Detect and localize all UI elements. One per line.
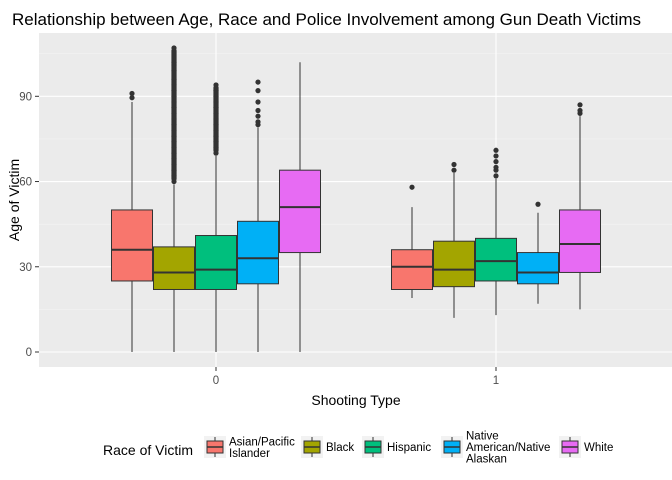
boxplot-group bbox=[433, 161, 475, 318]
box-layer bbox=[111, 45, 601, 352]
legend: Race of Victim Asian/Pacific Islander Blac… bbox=[103, 431, 613, 466]
y-tick-label: 90 bbox=[19, 91, 32, 103]
outlier-point bbox=[255, 107, 261, 114]
legend-label-line: Native bbox=[466, 431, 499, 443]
outlier-point bbox=[493, 153, 499, 159]
y-tick-label: 60 bbox=[19, 177, 32, 189]
box-body bbox=[237, 220, 279, 285]
outlier-point bbox=[451, 167, 457, 173]
outlier-band bbox=[213, 84, 219, 154]
legend-entry: Asian/Pacific Islander bbox=[204, 436, 295, 460]
chart-title: Relationship between Age, Race and Polic… bbox=[12, 10, 641, 29]
outlier-point bbox=[493, 147, 499, 153]
outlier-point bbox=[493, 159, 499, 165]
box-body bbox=[517, 252, 559, 285]
legend-label-line: Asian/Pacific bbox=[229, 436, 295, 448]
y-tick-label: 0 bbox=[26, 347, 32, 359]
legend-label-line: Alaskan bbox=[466, 454, 507, 466]
boxplot-group bbox=[195, 82, 237, 352]
outlier-point bbox=[535, 201, 541, 207]
axis-ticks: 0 30 60 90 0 1 bbox=[19, 91, 499, 387]
legend-title: Race of Victim bbox=[103, 442, 193, 458]
legend-entry: Black bbox=[301, 436, 354, 458]
x-tick-label: 1 bbox=[493, 375, 499, 387]
y-axis-title: Age of Victim bbox=[6, 159, 22, 241]
boxplot-group bbox=[475, 147, 517, 316]
box-body bbox=[111, 209, 153, 282]
boxplot-group bbox=[279, 62, 321, 352]
legend-label-line: Hispanic bbox=[387, 442, 431, 454]
legend-entry: Native American/Native Alaskan bbox=[441, 431, 550, 466]
x-axis-title: Shooting Type bbox=[311, 392, 400, 408]
outlier-point bbox=[577, 107, 583, 114]
outlier-point bbox=[255, 113, 261, 119]
box-body bbox=[153, 246, 195, 290]
outlier-point bbox=[577, 102, 583, 108]
legend-label: White bbox=[584, 442, 613, 454]
boxplot-group bbox=[111, 90, 153, 352]
legend-label: Asian/Pacific Islander bbox=[229, 436, 295, 460]
box-body bbox=[391, 249, 433, 290]
outlier-point bbox=[255, 99, 261, 105]
outlier-point bbox=[255, 119, 261, 125]
outlier-point bbox=[493, 164, 499, 170]
x-tick-label: 0 bbox=[213, 375, 219, 387]
boxplot-group bbox=[391, 184, 433, 299]
box-body bbox=[433, 240, 475, 288]
legend-label: Hispanic bbox=[387, 442, 431, 454]
legend-entry: Hispanic bbox=[362, 436, 431, 458]
legend-label-line: American/Native bbox=[466, 442, 550, 454]
outlier-point bbox=[255, 79, 261, 85]
legend-label: Native American/Native Alaskan bbox=[466, 431, 550, 466]
y-tick-label: 30 bbox=[19, 262, 32, 274]
outlier-point bbox=[493, 173, 499, 179]
box-body bbox=[559, 209, 601, 273]
outlier-point bbox=[255, 88, 261, 94]
outlier-point bbox=[451, 161, 457, 168]
outlier-point bbox=[129, 90, 135, 97]
outlier-band bbox=[171, 48, 177, 182]
box-body bbox=[475, 237, 517, 282]
box-body bbox=[279, 169, 321, 254]
outlier-point bbox=[409, 184, 415, 190]
boxplot-group bbox=[559, 102, 601, 310]
legend-label-line: White bbox=[584, 442, 613, 454]
legend-label: Black bbox=[326, 442, 354, 454]
boxplot-group bbox=[517, 201, 559, 304]
plot-panel bbox=[39, 33, 672, 367]
legend-label-line: Black bbox=[326, 442, 354, 454]
box-body bbox=[195, 235, 237, 290]
outlier-point bbox=[129, 95, 135, 101]
legend-entry: White bbox=[559, 436, 613, 458]
legend-label-line: Islander bbox=[229, 448, 270, 460]
boxplot-group bbox=[237, 79, 279, 352]
boxplot-group bbox=[153, 45, 195, 352]
